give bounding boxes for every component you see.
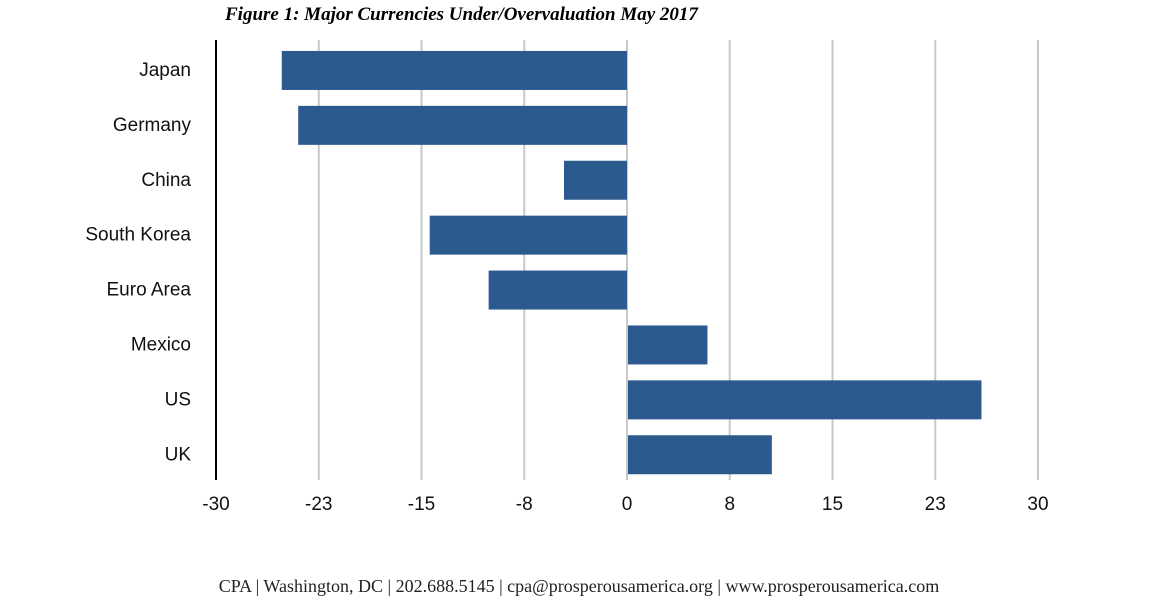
x-tick-label: 8 xyxy=(724,494,735,515)
x-tick-label: 15 xyxy=(822,494,843,515)
category-label: US xyxy=(165,389,191,410)
category-label: Japan xyxy=(139,60,191,81)
category-label: South Korea xyxy=(85,225,191,246)
bar-euro-area xyxy=(488,270,627,310)
footer-contact: CPA | Washington, DC | 202.688.5145 | cp… xyxy=(218,576,940,596)
bar-south-korea xyxy=(429,215,627,255)
x-tick-label: 23 xyxy=(925,494,946,515)
x-tick-label: 30 xyxy=(1027,494,1048,515)
bars xyxy=(281,50,982,475)
x-tick-label: -23 xyxy=(305,494,332,515)
category-label: Euro Area xyxy=(107,280,192,301)
category-label: Germany xyxy=(113,115,192,136)
x-tick-label: -30 xyxy=(202,494,229,515)
x-tick-labels: -30 -23 -15 -8 0 8 15 23 30 xyxy=(202,494,1048,515)
category-labels: Japan Germany China South Korea Euro Area Mex… xyxy=(85,60,191,465)
chart-title: Figure 1: Major Currencies Under/Overval… xyxy=(225,4,698,25)
x-tick-label: 0 xyxy=(622,494,633,515)
bar-japan xyxy=(281,50,627,90)
category-label: Mexico xyxy=(131,334,191,355)
category-label: China xyxy=(141,170,191,191)
bar-mexico xyxy=(628,325,708,365)
x-tick-label: -15 xyxy=(408,494,435,515)
bar-uk xyxy=(628,435,772,475)
bar-us xyxy=(628,380,982,420)
bar-germany xyxy=(298,105,627,145)
category-label: UK xyxy=(165,444,192,465)
x-tick-label: -8 xyxy=(516,494,533,515)
bar-chart: Japan Germany China South Korea Euro Area Mex… xyxy=(85,40,1049,515)
bar-china xyxy=(563,160,627,200)
